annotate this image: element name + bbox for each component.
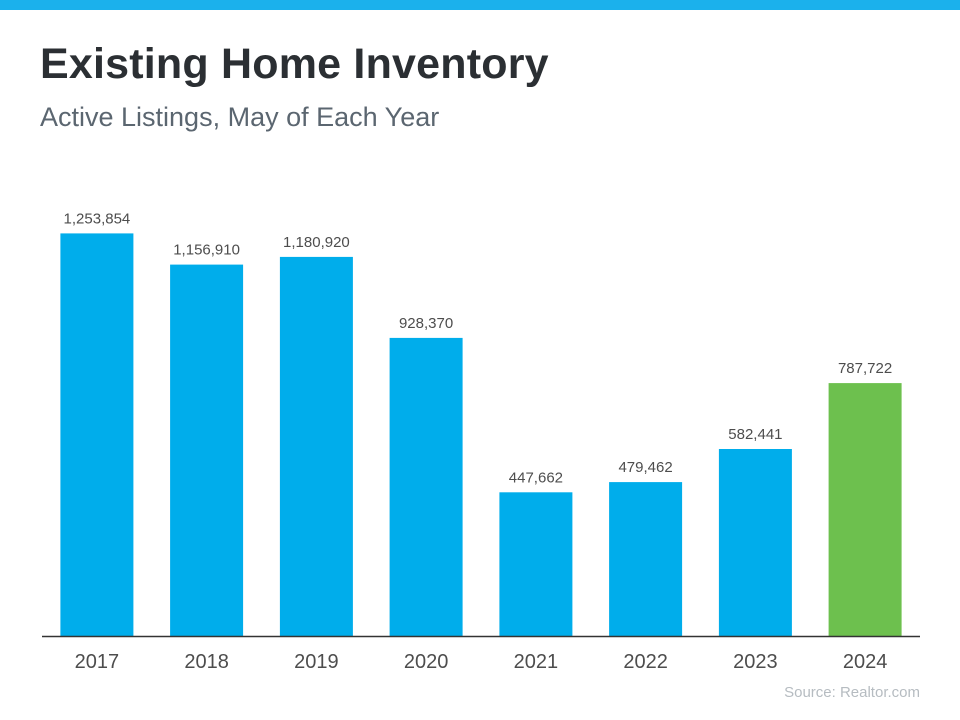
x-tick-label-2019: 2019 [294, 651, 339, 673]
x-tick-label-2018: 2018 [184, 651, 229, 673]
data-label-2018: 1,156,910 [173, 242, 240, 259]
data-label-2024: 787,722 [838, 360, 892, 377]
bar-2020 [389, 337, 463, 636]
data-label-2019: 1,180,920 [283, 234, 350, 251]
data-label-2020: 928,370 [399, 315, 453, 332]
source-note: Source: Realtor.com [784, 684, 920, 701]
x-tick-label-2020: 2020 [404, 651, 449, 673]
bar-2018 [170, 264, 244, 636]
page-subtitle: Active Listings, May of Each Year [40, 102, 440, 132]
x-tick-label-2023: 2023 [733, 651, 778, 673]
x-tick-label-2017: 2017 [75, 651, 120, 673]
data-label-2023: 582,441 [728, 426, 782, 443]
x-tick-label-2022: 2022 [623, 651, 668, 673]
page-title: Existing Home Inventory [40, 40, 549, 88]
bar-2019 [279, 256, 353, 636]
x-tick-label-2024: 2024 [843, 651, 888, 673]
x-tick-label-2021: 2021 [514, 651, 559, 673]
data-label-2017: 1,253,854 [64, 210, 131, 227]
data-label-2021: 447,662 [509, 469, 563, 486]
bar-2021 [499, 492, 573, 636]
bar-2022 [609, 482, 683, 636]
bar-2023 [718, 449, 792, 636]
bar-2017 [60, 233, 134, 636]
data-label-2022: 479,462 [618, 459, 672, 476]
bar-2024 [828, 383, 902, 636]
top-accent-bar [0, 0, 960, 10]
